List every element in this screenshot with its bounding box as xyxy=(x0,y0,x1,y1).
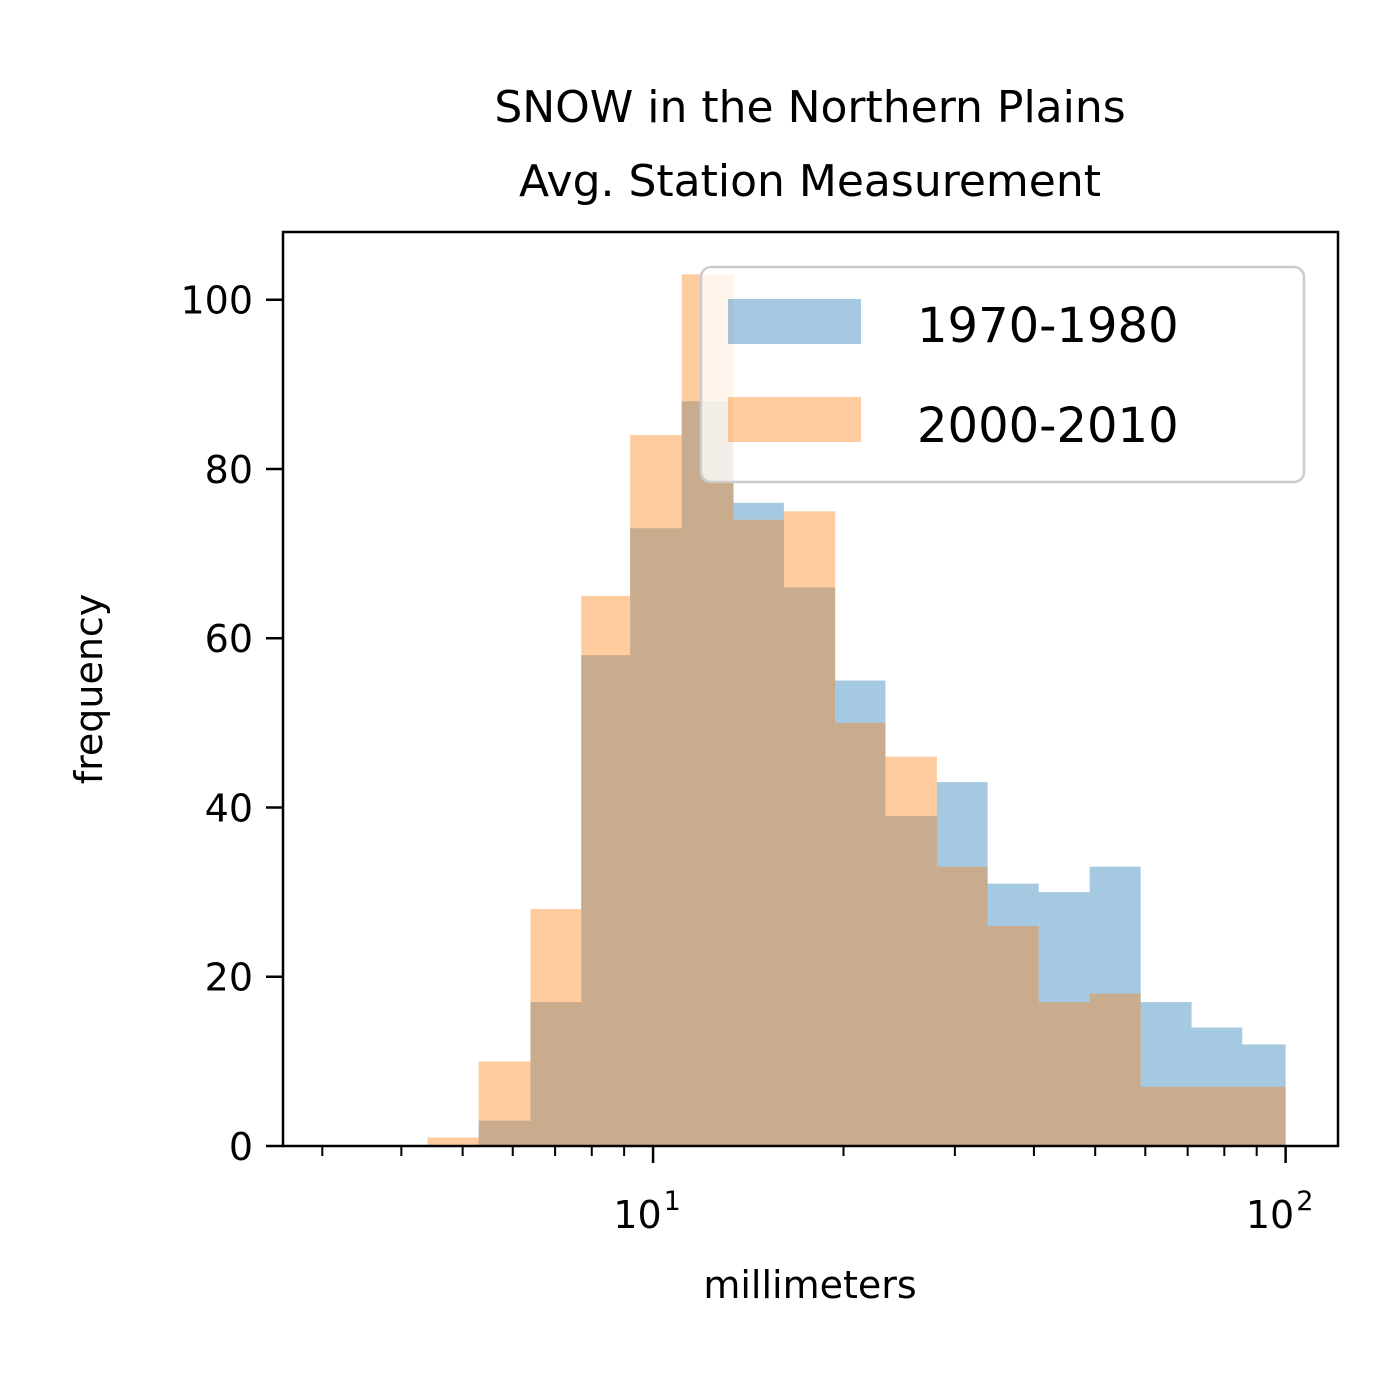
y-tick-label: 100 xyxy=(180,279,253,323)
legend-label-2000-2010: 2000-2010 xyxy=(917,398,1179,454)
bar-1970-1980-bin-16 xyxy=(1140,1002,1192,1146)
bar-1970-1980-bin-18 xyxy=(1242,1044,1286,1146)
chart-title-line-2: Avg. Station Measurement xyxy=(519,156,1101,207)
bar-2000-2010-bin-10 xyxy=(835,722,886,1146)
bar-1970-1980-bin-10 xyxy=(835,680,886,1146)
bar-2000-2010-bin-9 xyxy=(783,511,836,1146)
bar-2000-2010-bin-13 xyxy=(987,925,1039,1146)
bar-1970-1980-bin-4 xyxy=(530,1002,582,1146)
bar-2000-2010-bin-14 xyxy=(1038,1002,1090,1146)
bar-2000-2010-bin-6 xyxy=(630,435,682,1147)
bar-1970-1980-bin-3 xyxy=(478,1120,531,1146)
bar-2000-2010-bin-17 xyxy=(1191,1086,1243,1146)
bar-1970-1980-bin-7 xyxy=(681,401,734,1146)
bar-2000-2010-bin-2 xyxy=(427,1137,479,1146)
y-tick-label: 40 xyxy=(205,786,253,830)
bar-1970-1980-bin-14 xyxy=(1038,892,1090,1146)
legend-label-1970-1980: 1970-1980 xyxy=(917,298,1179,354)
legend-box xyxy=(699,265,1306,484)
bar-1970-1980-bin-5 xyxy=(581,655,631,1146)
x-axis-label: millimeters xyxy=(703,1263,916,1307)
bar-1970-1980-bin-17 xyxy=(1191,1027,1243,1146)
bar-1970-1980-bin-11 xyxy=(885,815,937,1146)
bar-1970-1980-bin-8 xyxy=(733,502,784,1146)
x-axis-ticks: 101 102 xyxy=(321,1146,1314,1237)
bar-2000-2010-bin-16 xyxy=(1140,1086,1192,1146)
bar-2000-2010-bin-3 xyxy=(478,1061,531,1146)
chart-title-line-1: SNOW in the Northern Plains xyxy=(494,82,1125,133)
y-axis-ticks: 0 20 40 60 80 100 xyxy=(180,279,283,1169)
bar-2000-2010-bin-4 xyxy=(530,909,582,1146)
bar-2000-2010-bin-15 xyxy=(1089,993,1141,1146)
bar-1970-1980-bin-9 xyxy=(783,587,836,1146)
y-tick-label: 20 xyxy=(205,956,253,1000)
bars-layer xyxy=(427,274,1286,1147)
bar-1970-1980-bin-15 xyxy=(1089,866,1141,1146)
y-tick-label: 60 xyxy=(205,617,253,661)
y-tick-label: 80 xyxy=(205,448,253,492)
bar-1970-1980-bin-6 xyxy=(630,528,682,1146)
x-tick-label: 102 xyxy=(1246,1186,1314,1237)
legend: 1970-1980 2000-2010 xyxy=(699,265,1306,484)
legend-swatch-2000-2010 xyxy=(728,397,861,442)
bar-2000-2010-bin-18 xyxy=(1242,1086,1286,1146)
bar-1970-1980-bin-13 xyxy=(987,883,1039,1146)
x-tick-label: 101 xyxy=(613,1186,681,1237)
y-axis-label: frequency xyxy=(67,594,111,785)
bar-2000-2010-bin-5 xyxy=(581,595,631,1146)
bar-2000-2010-bin-8 xyxy=(733,519,784,1146)
bar-1970-1980-bin-12 xyxy=(936,782,988,1146)
y-tick-label: 0 xyxy=(229,1125,253,1169)
legend-swatch-1970-1980 xyxy=(728,299,861,344)
bar-2000-2010-bin-12 xyxy=(936,866,988,1146)
bar-2000-2010-bin-11 xyxy=(885,756,937,1146)
plot-frame xyxy=(281,230,1340,1148)
